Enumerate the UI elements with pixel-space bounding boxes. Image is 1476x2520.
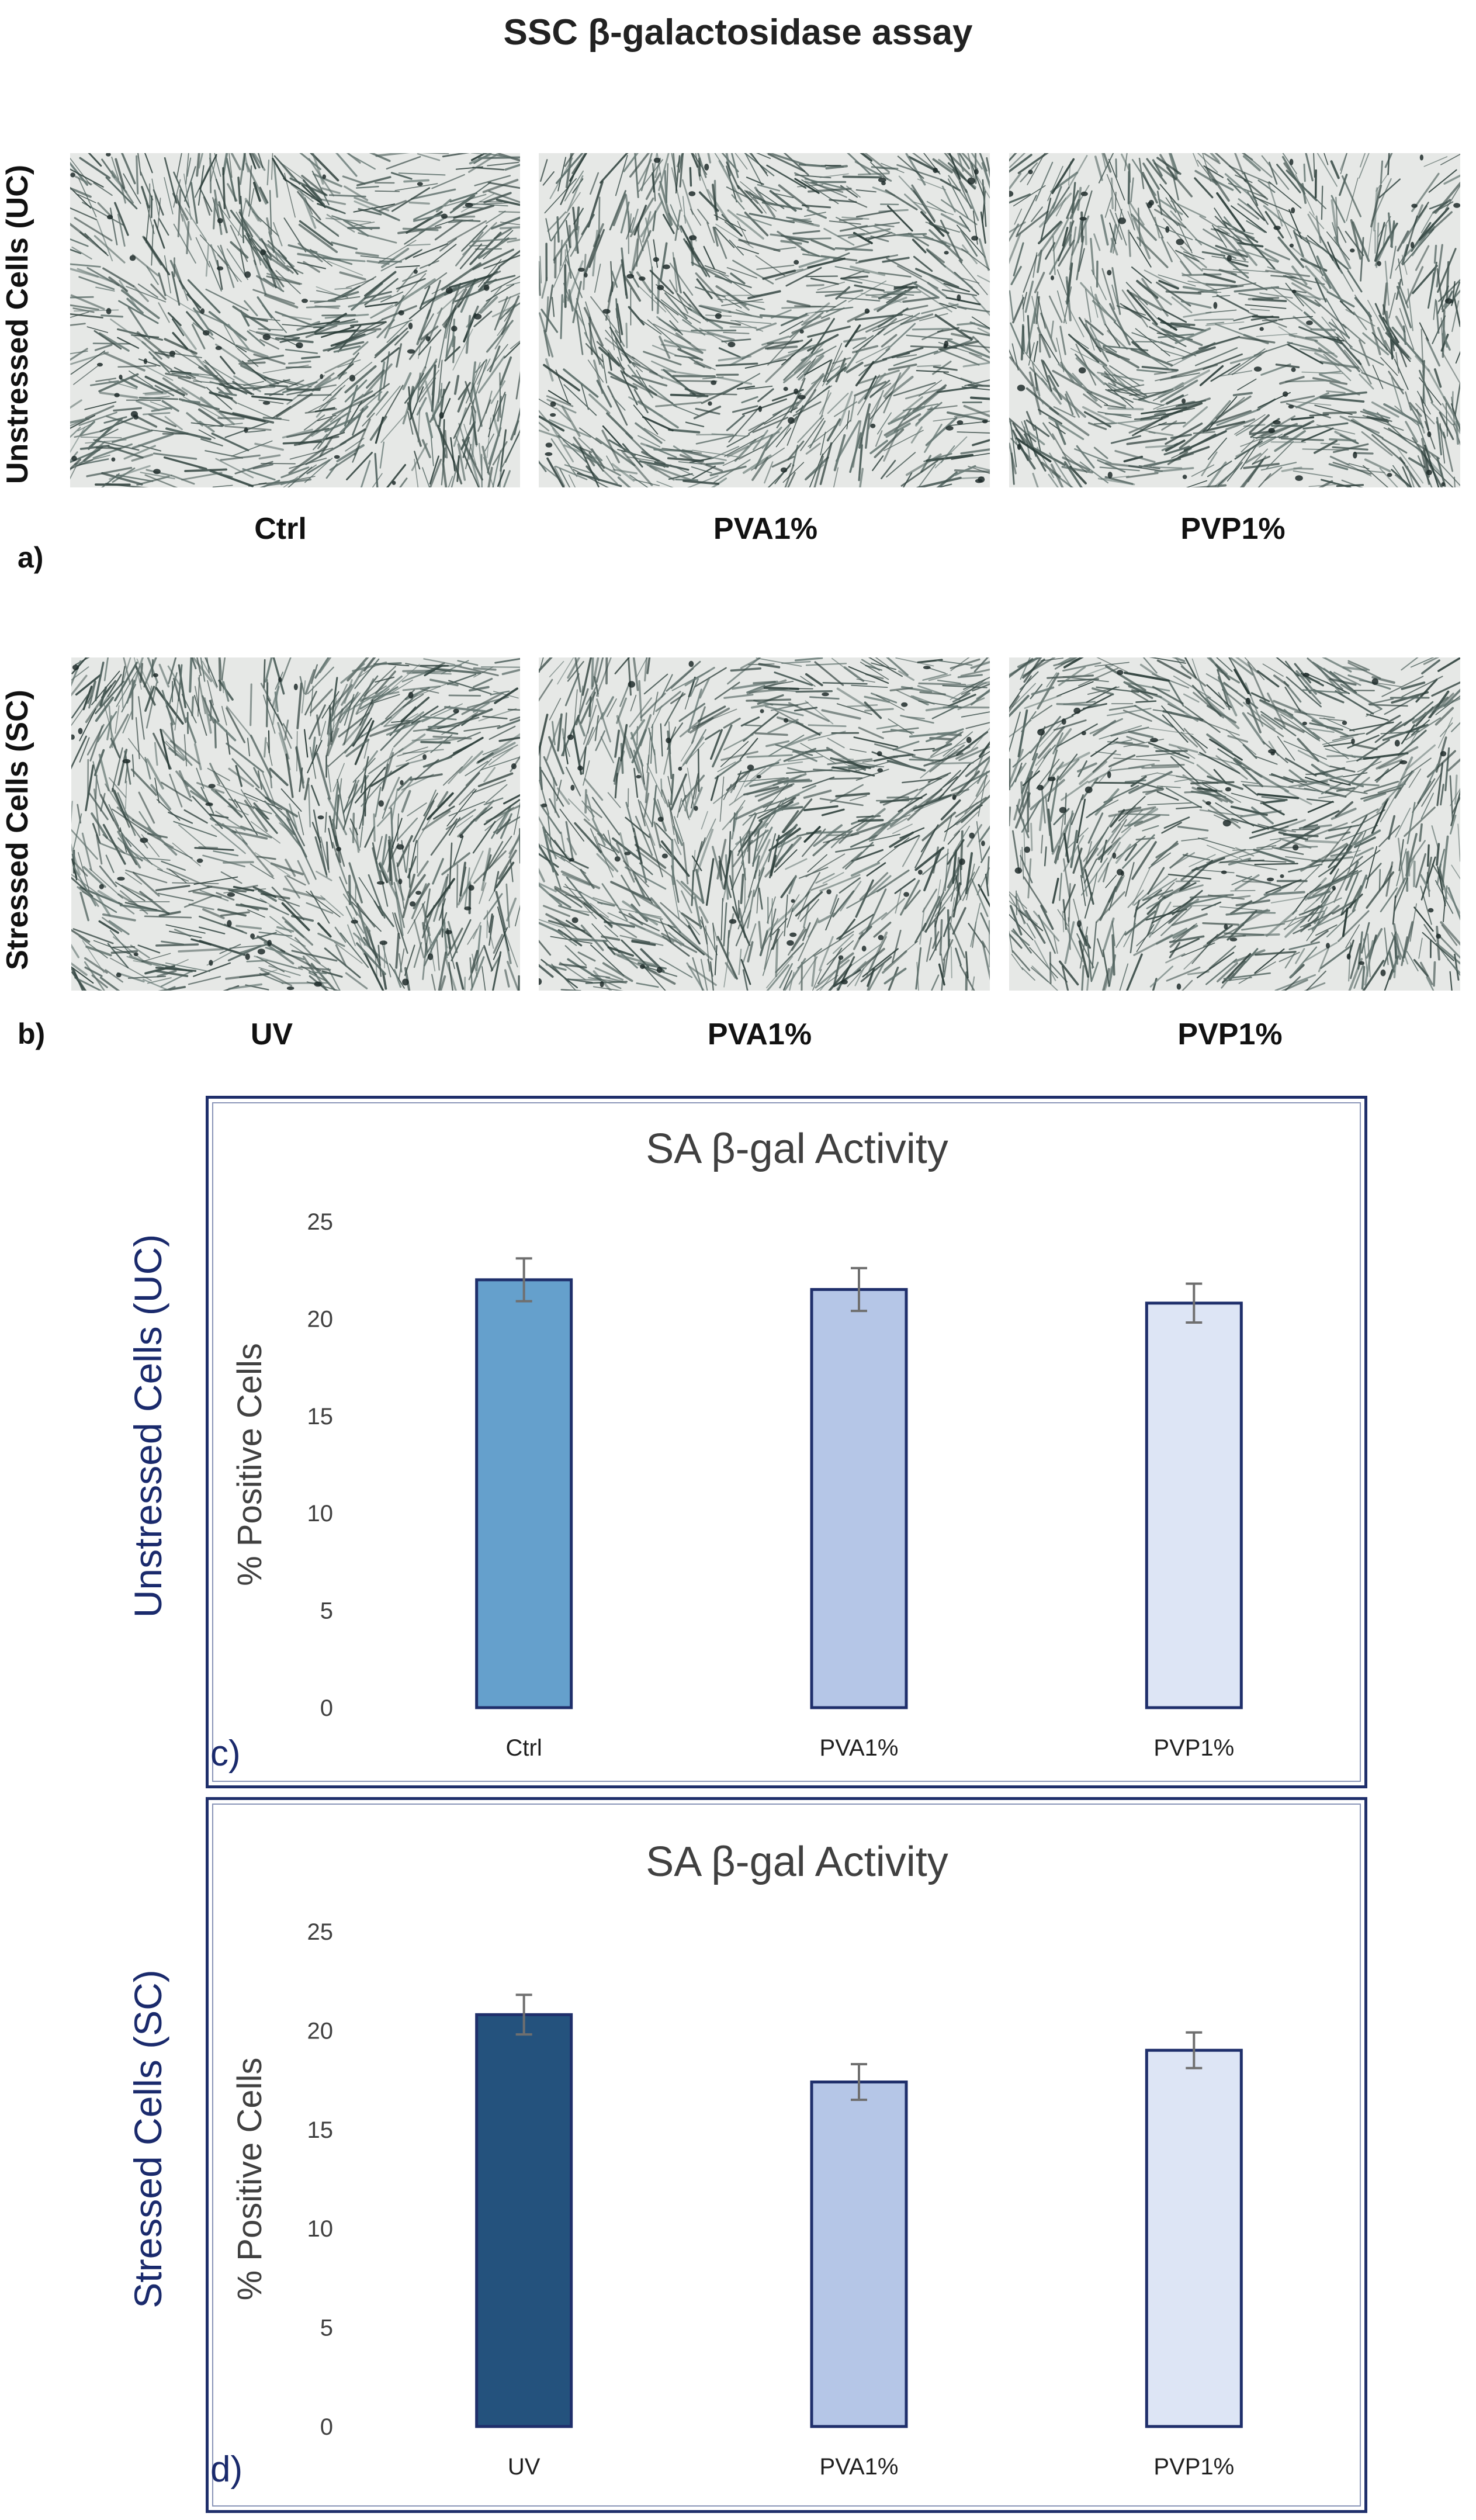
chart-c-bar-0: [475, 1278, 573, 1709]
chart-c-bar-2: [1145, 1301, 1243, 1709]
micrograph-sc-uv: [71, 657, 520, 991]
chart-c-panel-letter: c): [210, 1733, 241, 1774]
chart-c-errorbar-2: [1186, 1282, 1203, 1324]
chart-c-title: SA β-gal Activity: [646, 1126, 948, 1172]
chart-c-errorbar-0: [515, 1257, 532, 1303]
micrograph-uc-ctrl: [70, 153, 520, 487]
chart-d-xtick-1: PVA1%: [820, 2454, 899, 2480]
panel-tag-b: b): [18, 1017, 46, 1050]
row-a-side-label: Unstressed Cells (UC): [1, 164, 34, 484]
caption-b-2: PVA1%: [707, 1017, 812, 1051]
caption-b-3: PVP1%: [1177, 1017, 1283, 1051]
caption-a-2: PVA1%: [713, 512, 818, 546]
chart-d-side-label: Stressed Cells (SC): [126, 1969, 169, 2308]
chart-d-ytick-0: 0: [320, 2414, 333, 2440]
chart-c-ytick-0: 0: [320, 1695, 333, 1721]
micrograph-sc-pva: [539, 657, 990, 991]
chart-d-ytick-5: 25: [307, 1919, 334, 1945]
chart-d-errorbar-1: [851, 2062, 867, 2101]
chart-d-xtick-0: UV: [508, 2454, 540, 2480]
micrograph-sc-pvp: [1009, 657, 1460, 991]
chart-c-ylabel: % Positive Cells: [231, 1343, 269, 1586]
chart-d-ytick-2: 10: [307, 2216, 334, 2242]
chart-d-ytick-3: 15: [307, 2117, 334, 2143]
panel-tag-a: a): [18, 541, 44, 574]
chart-d-title: SA β-gal Activity: [646, 1839, 948, 1885]
caption-a-1: Ctrl: [254, 512, 307, 546]
chart-c-side-label: Unstressed Cells (UC): [126, 1234, 169, 1618]
micrograph-uc-pvp: [1009, 153, 1460, 487]
row-b-side-label: Stressed Cells (SC): [1, 690, 34, 970]
chart-d-bar-0: [475, 2013, 573, 2428]
chart-d-panel-letter: d): [210, 2449, 243, 2490]
chart-c-bar-1: [810, 1287, 908, 1709]
chart-d-bar-2: [1145, 2048, 1243, 2428]
chart-c-ytick-5: 25: [307, 1209, 334, 1235]
chart-c-ytick-4: 20: [307, 1306, 334, 1332]
chart-d-errorbar-0: [515, 1993, 532, 2036]
chart-d-errorbar-2: [1186, 2031, 1203, 2069]
chart-c-xtick-1: PVA1%: [820, 1735, 899, 1761]
chart-d-bar-1: [810, 2080, 908, 2428]
caption-b-1: UV: [250, 1017, 293, 1051]
chart-c-xtick-2: PVP1%: [1153, 1735, 1234, 1761]
chart-c: SA β-gal Activity 0 5 10 15 20 25 % Positive Ce…: [231, 1126, 1243, 1761]
figure-title: SSC β-galactosidase assay: [503, 12, 973, 53]
chart-c-errorbar-1: [851, 1266, 867, 1313]
chart-d-ytick-1: 5: [320, 2315, 333, 2341]
chart-d-ytick-4: 20: [307, 2018, 334, 2044]
chart-d: SA β-gal Activity 0 5 10 15 20 25 % Positive Ce…: [231, 1839, 1243, 2480]
chart-c-ytick-1: 5: [320, 1598, 333, 1624]
chart-c-ytick-2: 10: [307, 1501, 334, 1526]
chart-d-ylabel: % Positive Cells: [231, 2058, 269, 2301]
chart-c-ytick-3: 15: [307, 1404, 334, 1429]
caption-a-3: PVP1%: [1180, 512, 1286, 546]
chart-c-xtick-0: Ctrl: [506, 1735, 542, 1761]
micrograph-uc-pva: [539, 153, 990, 487]
chart-d-xtick-2: PVP1%: [1153, 2454, 1234, 2480]
